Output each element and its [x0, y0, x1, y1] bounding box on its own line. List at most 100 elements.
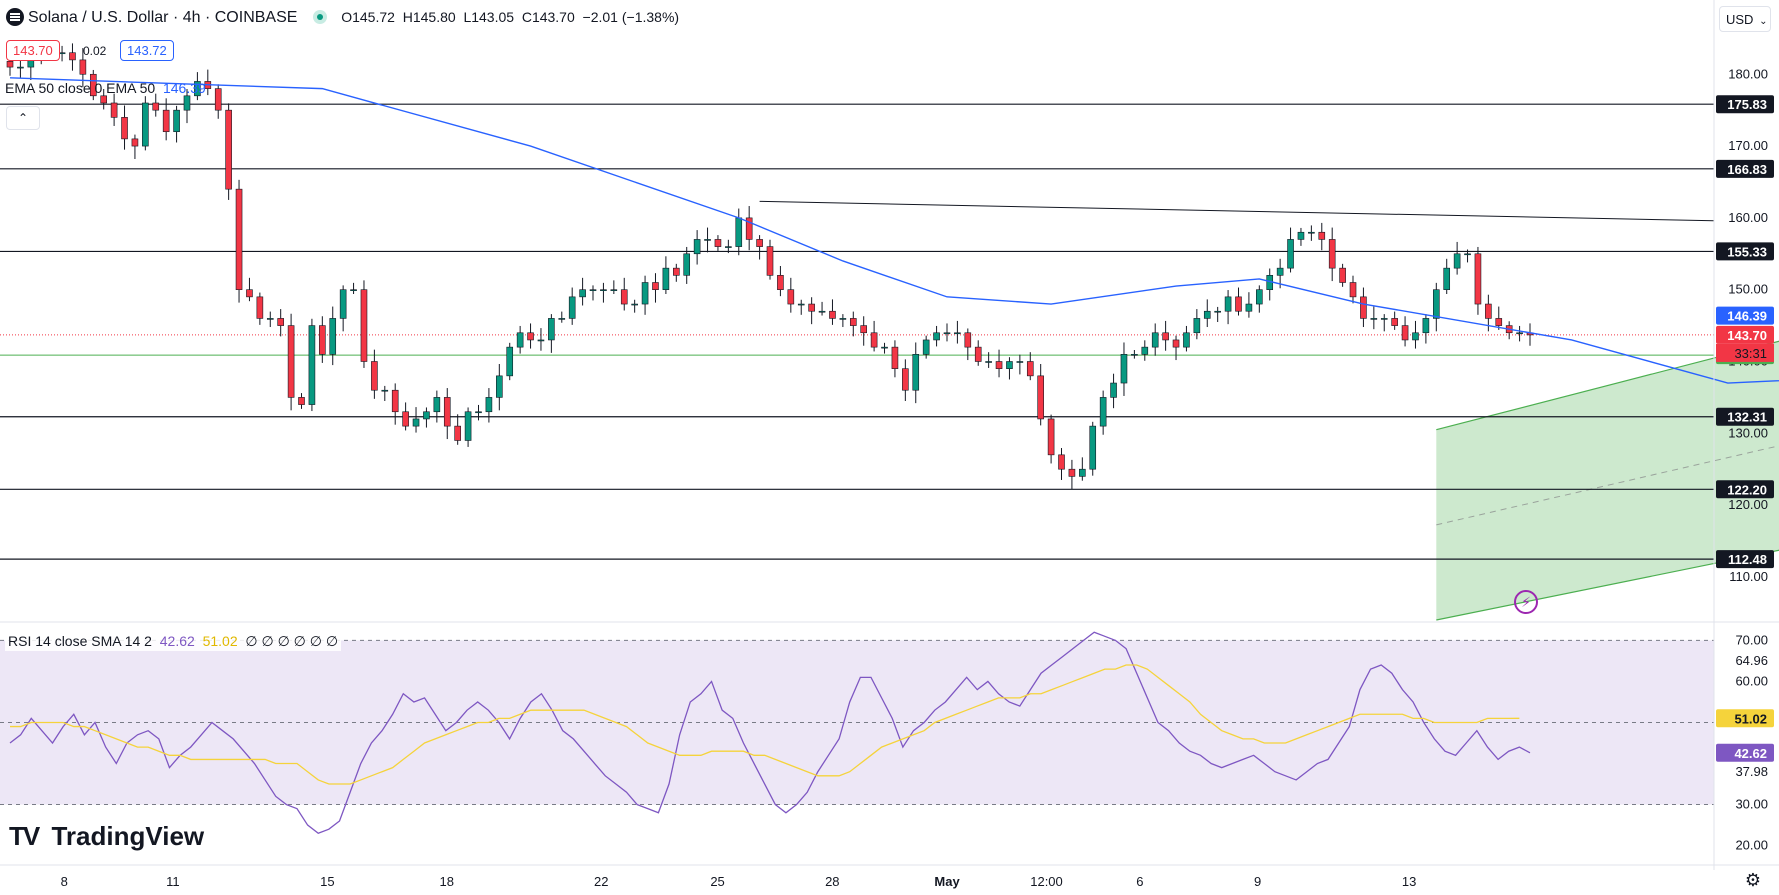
candle-body[interactable]: [954, 332, 961, 335]
candle-body[interactable]: [391, 389, 399, 413]
candle-body[interactable]: [464, 411, 472, 441]
sell-button[interactable]: 143.70: [6, 40, 60, 61]
candle-body[interactable]: [1026, 361, 1034, 377]
candle-body[interactable]: [1131, 354, 1138, 356]
candle-body[interactable]: [714, 239, 722, 247]
candle-body[interactable]: [402, 411, 409, 427]
candle-body[interactable]: [589, 289, 597, 291]
candle-body[interactable]: [849, 318, 857, 326]
time-axis[interactable]: 8 11 15 18 22 25 28 May 12:00 6 9 13: [0, 864, 1779, 889]
candle-body[interactable]: [1318, 231, 1326, 240]
candle-body[interactable]: [1224, 296, 1232, 312]
ema50-line[interactable]: [9, 77, 1779, 384]
candle-body[interactable]: [433, 397, 441, 413]
candle-body[interactable]: [1079, 468, 1086, 477]
candle-body[interactable]: [89, 73, 97, 97]
candle-body[interactable]: [339, 289, 347, 319]
candle-body[interactable]: [1245, 303, 1253, 312]
candle-body[interactable]: [797, 303, 805, 306]
candle-body[interactable]: [881, 346, 888, 349]
candle-body[interactable]: [298, 397, 305, 405]
candle-body[interactable]: [1433, 289, 1440, 319]
candle-body[interactable]: [454, 425, 461, 441]
candle-body[interactable]: [568, 296, 576, 319]
candle-body[interactable]: [1214, 310, 1221, 313]
candle-body[interactable]: [527, 332, 534, 341]
candle-body[interactable]: [277, 318, 284, 326]
candle-body[interactable]: [558, 318, 566, 320]
candle-body[interactable]: [1516, 332, 1523, 335]
candle-body[interactable]: [1172, 339, 1180, 348]
candle-body[interactable]: [1235, 296, 1242, 312]
candle-body[interactable]: [173, 109, 180, 133]
candle-body[interactable]: [152, 102, 160, 111]
candle-body[interactable]: [1443, 267, 1451, 290]
candle-body[interactable]: [933, 332, 940, 341]
candle-body[interactable]: [1006, 361, 1013, 369]
candle-body[interactable]: [1422, 318, 1430, 334]
candle-body[interactable]: [579, 289, 586, 298]
price-axis[interactable]: 110.00120.00130.00140.00150.00160.00170.…: [1713, 0, 1774, 870]
candle-body[interactable]: [860, 325, 867, 334]
candle-body[interactable]: [652, 282, 659, 290]
channel-lower-line[interactable]: [1436, 326, 1779, 621]
candle-body[interactable]: [662, 267, 670, 290]
candle-body[interactable]: [1328, 239, 1336, 269]
candle-body[interactable]: [506, 346, 514, 377]
candle-body[interactable]: [485, 397, 493, 413]
candle-body[interactable]: [1120, 354, 1128, 384]
candle-body[interactable]: [1474, 253, 1482, 305]
candle-body[interactable]: [537, 339, 545, 342]
candle-body[interactable]: [891, 346, 899, 369]
candle-body[interactable]: [985, 361, 992, 363]
candle-body[interactable]: [1203, 310, 1211, 319]
candle-body[interactable]: [142, 102, 149, 147]
candle-body[interactable]: [121, 117, 128, 140]
candle-body[interactable]: [246, 289, 253, 298]
candle-body[interactable]: [600, 289, 607, 291]
candle-body[interactable]: [371, 361, 378, 391]
rsi-pane[interactable]: [0, 621, 1779, 835]
candle-body[interactable]: [1391, 318, 1398, 326]
price-pane[interactable]: [0, 40, 1779, 621]
candle-body[interactable]: [100, 95, 107, 104]
candle-body[interactable]: [1141, 346, 1149, 355]
candle-body[interactable]: [808, 303, 815, 312]
candle-body[interactable]: [214, 88, 222, 111]
candle-body[interactable]: [641, 282, 649, 305]
candle-body[interactable]: [1068, 468, 1076, 477]
candle-body[interactable]: [1099, 397, 1107, 427]
candle-body[interactable]: [1349, 282, 1357, 298]
candle-body[interactable]: [704, 239, 711, 241]
candle-body[interactable]: [329, 318, 337, 355]
candle-body[interactable]: [1037, 375, 1044, 420]
flash-alert-icon[interactable]: ⚡: [1514, 590, 1538, 614]
candle-body[interactable]: [829, 310, 836, 319]
collapse-legend-button[interactable]: ⌃: [6, 106, 40, 130]
candle-body[interactable]: [1495, 318, 1503, 326]
candle-body[interactable]: [308, 325, 316, 405]
candle-body[interactable]: [1089, 425, 1097, 470]
ema-legend[interactable]: EMA 50 close 0 EMA 50 146.39: [5, 80, 206, 96]
candle-body[interactable]: [964, 332, 972, 348]
rsi-sma-line[interactable]: [10, 664, 1520, 785]
candle-body[interactable]: [496, 375, 503, 398]
candle-body[interactable]: [1401, 325, 1409, 341]
rsi-legend[interactable]: RSI 14 close SMA 14 2 42.62 51.02 ∅ ∅ ∅ …: [5, 632, 342, 651]
candle-body[interactable]: [131, 138, 139, 147]
buy-button[interactable]: 143.72: [120, 40, 174, 61]
candle-body[interactable]: [266, 318, 274, 320]
candle-body[interactable]: [787, 289, 795, 305]
candle-body[interactable]: [1110, 382, 1117, 398]
candle-body[interactable]: [1151, 332, 1159, 348]
candle-body[interactable]: [922, 339, 930, 355]
candle-body[interactable]: [17, 66, 24, 69]
candle-body[interactable]: [631, 303, 638, 306]
candle-body[interactable]: [79, 59, 87, 75]
candle-body[interactable]: [1464, 253, 1471, 256]
candle-body[interactable]: [902, 368, 909, 391]
candle-body[interactable]: [194, 81, 201, 97]
candle-body[interactable]: [1453, 253, 1461, 269]
candle-body[interactable]: [183, 95, 191, 111]
candle-body[interactable]: [839, 318, 847, 320]
